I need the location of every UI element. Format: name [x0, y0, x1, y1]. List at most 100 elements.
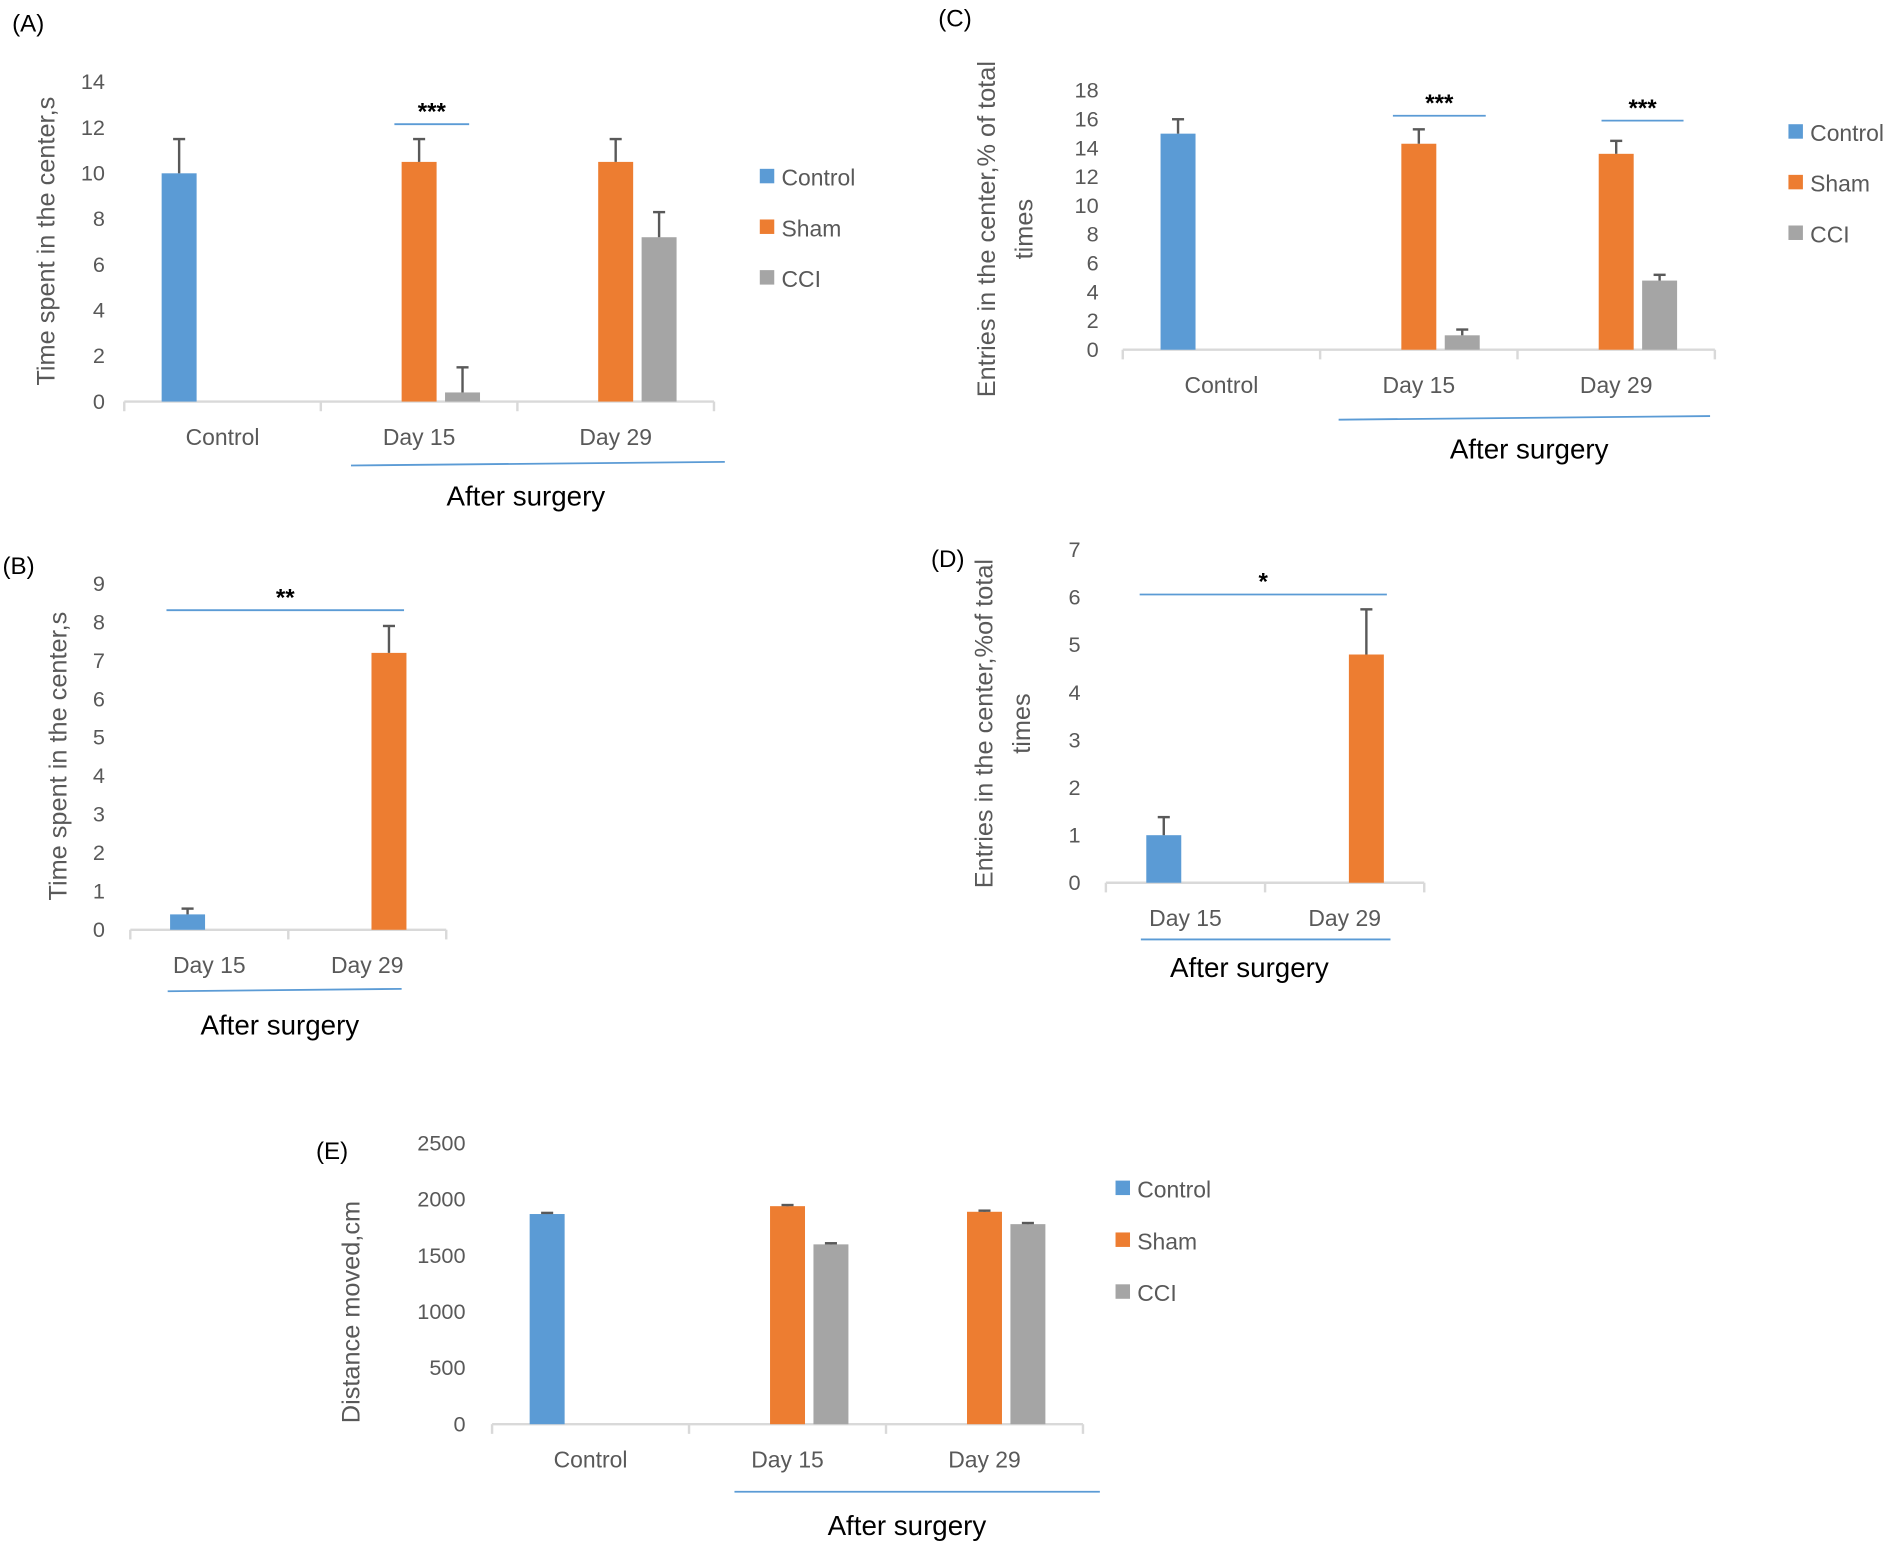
y-tick-label: 16 — [1075, 106, 1099, 131]
y-axis-label: Distance moved,cm — [337, 1201, 365, 1423]
bar — [813, 1244, 849, 1425]
legend-label: Sham — [1137, 1228, 1197, 1254]
y-tick-label: 8 — [93, 206, 105, 231]
y-tick-label: 1 — [93, 879, 105, 904]
legend-swatch — [759, 168, 775, 184]
legend-swatch — [759, 219, 775, 234]
bar — [967, 1211, 1002, 1425]
y-tick-label: 8 — [93, 609, 105, 634]
y-axis-label: Time spent in the center,s — [32, 97, 60, 386]
chart-panel: (D) Entries in the center,%of total times 0… — [931, 537, 1426, 983]
y-axis-label: times — [1010, 199, 1038, 259]
y-tick-label: 5 — [1069, 632, 1081, 657]
significance-marker: *** — [1628, 95, 1657, 122]
group-line — [350, 460, 725, 467]
x-tick-label: Day 29 — [948, 1447, 1021, 1473]
bar — [1598, 153, 1634, 350]
legend-label: Sham — [781, 215, 841, 241]
y-tick-label: 4 — [1069, 680, 1081, 705]
panel-label: (A) — [12, 10, 44, 37]
y-tick-label: 2 — [93, 343, 105, 368]
legend-label: CCI — [781, 266, 820, 292]
y-tick-label: 3 — [1069, 727, 1081, 752]
x-tick-label: Control — [554, 1447, 628, 1473]
panel-label: (B) — [2, 553, 34, 580]
y-tick-label: 2 — [1087, 308, 1099, 333]
y-tick-label: 6 — [1069, 585, 1081, 610]
chart-panel: (E) Distance moved,cm 0 500 1000 1500 2000 2500… — [316, 1130, 1211, 1541]
group-line — [1338, 415, 1711, 421]
y-tick-label: 4 — [93, 298, 105, 323]
y-tick-label: 1000 — [417, 1299, 465, 1324]
y-tick-label: 1 — [1069, 822, 1081, 847]
significance-marker: *** — [418, 98, 447, 125]
x-tick-label: Control — [1185, 372, 1259, 398]
y-tick-label: 2500 — [417, 1130, 465, 1155]
bar — [161, 173, 197, 402]
bar — [1010, 1224, 1046, 1425]
y-tick-label: 0 — [93, 917, 105, 942]
y-tick-label: 0 — [453, 1411, 465, 1436]
y-tick-label: 6 — [93, 686, 105, 711]
y-tick-label: 2000 — [417, 1187, 465, 1212]
y-axis-label: Entries in the center,%of total — [971, 559, 999, 888]
y-tick-label: 0 — [1087, 337, 1099, 362]
bar — [1401, 143, 1437, 350]
y-tick-label: 6 — [1087, 251, 1099, 276]
bar — [1348, 654, 1384, 883]
y-tick-label: 500 — [429, 1355, 465, 1380]
group-label: After surgery — [828, 1510, 987, 1541]
chart-panel: (A) Time spent in the center,s 0 2 4 6 8 10 12 14… — [12, 10, 855, 511]
legend-swatch — [1788, 174, 1803, 190]
significance-marker: ** — [276, 584, 295, 611]
x-tick-label: Day 15 — [173, 952, 246, 978]
legend-swatch — [1115, 1232, 1131, 1247]
bar — [170, 914, 206, 930]
bar — [1146, 835, 1182, 883]
y-tick-label: 2 — [93, 840, 105, 865]
legend-swatch — [1115, 1180, 1131, 1196]
y-axis-label: Entries in the center,% of total — [973, 61, 1001, 397]
y-tick-label: 9 — [93, 571, 105, 596]
y-tick-label: 12 — [1075, 164, 1099, 189]
legend-label: Control — [1810, 120, 1884, 146]
y-tick-label: 7 — [93, 648, 105, 673]
y-tick-label: 10 — [81, 161, 105, 186]
legend-swatch — [1115, 1284, 1131, 1299]
x-tick-label: Day 15 — [751, 1447, 824, 1473]
group-line — [167, 987, 402, 993]
legend-label: Control — [1137, 1176, 1211, 1202]
bar — [371, 652, 407, 930]
x-tick-label: Day 29 — [1580, 372, 1653, 398]
y-tick-label: 14 — [81, 69, 105, 94]
legend-swatch — [1788, 225, 1803, 240]
bar — [1642, 280, 1678, 350]
y-tick-label: 4 — [1087, 279, 1099, 304]
y-tick-label: 6 — [93, 252, 105, 277]
x-tick-label: Day 15 — [1149, 905, 1222, 931]
group-label: After surgery — [1170, 952, 1329, 983]
group-label: After surgery — [447, 480, 606, 511]
y-tick-label: 0 — [93, 389, 105, 414]
bar — [598, 161, 634, 402]
group-label: After surgery — [1450, 433, 1609, 464]
legend-label: Sham — [1810, 171, 1870, 197]
legend-swatch — [1788, 124, 1803, 139]
panel-label: (D) — [931, 546, 964, 573]
group-label: After surgery — [200, 1010, 359, 1041]
significance-marker: *** — [1425, 90, 1454, 117]
legend-swatch — [759, 270, 775, 285]
y-tick-label: 14 — [1075, 135, 1099, 160]
y-tick-label: 0 — [1069, 870, 1081, 895]
chart-panel: (C) Entries in the center,% of total times… — [938, 6, 1884, 465]
x-tick-label: Day 15 — [383, 424, 456, 450]
panel-label: (E) — [316, 1138, 348, 1165]
y-tick-label: 10 — [1075, 193, 1099, 218]
bar — [529, 1214, 565, 1425]
y-tick-label: 1500 — [417, 1243, 465, 1268]
legend-label: CCI — [1810, 221, 1849, 247]
y-tick-label: 12 — [81, 115, 105, 140]
y-axis-label: Time spent in the center,s — [44, 612, 72, 901]
x-tick-label: Day 29 — [331, 952, 404, 978]
